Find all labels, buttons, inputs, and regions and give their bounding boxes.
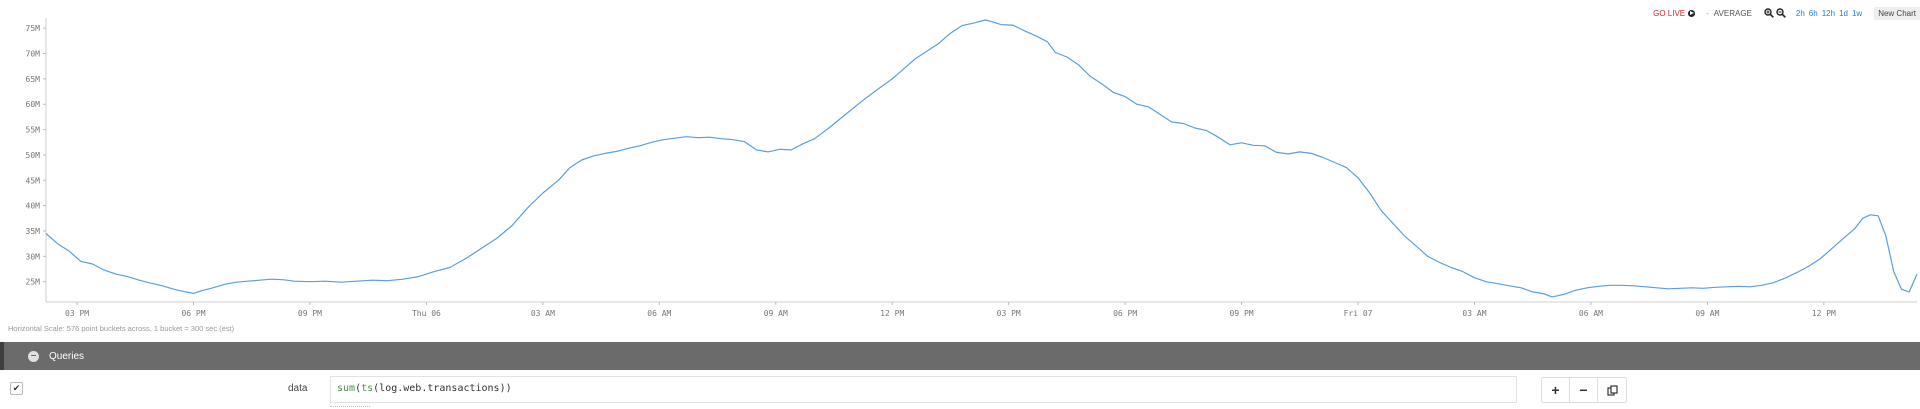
query-subline bbox=[330, 406, 370, 409]
x-tick-label: 09 AM bbox=[764, 309, 788, 318]
y-tick-label: 55M bbox=[26, 126, 41, 135]
y-tick-label: 60M bbox=[26, 100, 41, 109]
range-12h[interactable]: 12h bbox=[1821, 8, 1836, 18]
x-tick-label: 06 PM bbox=[1113, 309, 1137, 318]
query-expression-input[interactable]: sum(ts(log.web.transactions)) bbox=[330, 376, 1517, 403]
x-tick-label: 03 AM bbox=[1462, 309, 1486, 318]
queries-title: Queries bbox=[49, 350, 85, 362]
x-tick-label: 03 PM bbox=[65, 309, 89, 318]
y-tick-label: 30M bbox=[26, 252, 41, 261]
x-tick-label: 06 PM bbox=[181, 309, 205, 318]
horizontal-scale-note: Horizontal Scale: 576 point buckets acro… bbox=[8, 324, 235, 333]
go-live-label: GO LIVE bbox=[1653, 8, 1686, 18]
x-tick-label: 09 PM bbox=[1230, 309, 1254, 318]
time-range-links: 2h 6h 12h 1d 1w bbox=[1796, 9, 1862, 18]
expr-function: sum bbox=[337, 383, 356, 394]
zoom-out-icon[interactable] bbox=[1776, 8, 1786, 18]
y-tick-label: 75M bbox=[26, 24, 41, 33]
expr-ts: ts bbox=[361, 383, 374, 394]
y-tick-label: 70M bbox=[26, 50, 41, 59]
line-chart[interactable]: 25M 30M 35M 40M 45M 50M 55M 60M 65M 70M 75M 03 PM 06… bbox=[0, 0, 1920, 325]
x-tick-label: 03 AM bbox=[531, 309, 555, 318]
query-enabled-checkbox[interactable]: ✔ bbox=[10, 382, 23, 395]
x-tick-label: Fri 07 bbox=[1344, 309, 1373, 318]
y-tick-label: 40M bbox=[26, 202, 41, 211]
x-tick-label: 12 PM bbox=[1812, 309, 1836, 318]
x-tick-label: 03 PM bbox=[997, 309, 1021, 318]
copy-query-button[interactable] bbox=[1598, 378, 1626, 402]
x-tick-label: 06 AM bbox=[1579, 309, 1603, 318]
series-line[interactable] bbox=[45, 19, 1918, 298]
y-tick-label: 50M bbox=[26, 151, 41, 160]
x-tick-label: Thu 06 bbox=[412, 309, 441, 318]
chart-area[interactable]: 25M 30M 35M 40M 45M 50M 55M 60M 65M 70M 75M 03 PM 06… bbox=[0, 0, 1920, 333]
y-tick-label: 65M bbox=[26, 75, 41, 84]
y-tick-label: 45M bbox=[26, 176, 41, 185]
play-icon bbox=[1688, 9, 1696, 17]
new-chart-button[interactable]: New Chart bbox=[1874, 6, 1920, 20]
x-tick-label: 09 PM bbox=[298, 309, 322, 318]
query-actions: + − bbox=[1541, 377, 1627, 403]
x-tick-label: 12 PM bbox=[880, 309, 904, 318]
aggregation-selector[interactable]: AVERAGE bbox=[1713, 8, 1752, 18]
collapse-icon[interactable]: – bbox=[28, 350, 39, 362]
query-name: data bbox=[288, 383, 308, 394]
zoom-in-icon[interactable] bbox=[1764, 8, 1774, 18]
x-tick-label: 06 AM bbox=[647, 309, 671, 318]
range-2h[interactable]: 2h bbox=[1795, 8, 1805, 18]
expr-metric: log.web.transactions bbox=[379, 383, 500, 394]
go-live-button[interactable]: GO LIVE bbox=[1653, 8, 1696, 18]
y-tick-label: 25M bbox=[26, 278, 41, 287]
add-query-button[interactable]: + bbox=[1542, 378, 1570, 402]
y-tick-label: 35M bbox=[26, 227, 41, 236]
zoom-controls bbox=[1764, 8, 1786, 18]
range-1d[interactable]: 1d bbox=[1839, 8, 1848, 18]
range-1w[interactable]: 1w bbox=[1851, 8, 1863, 18]
range-6h[interactable]: 6h bbox=[1808, 8, 1818, 18]
queries-section-header[interactable]: – Queries bbox=[0, 342, 1920, 370]
chart-toolbar: GO LIVE - AVERAGE 2h 6h 12h 1d 1w New Ch… bbox=[1653, 6, 1920, 20]
query-row: ✔ data sum(ts(log.web.transactions)) + − bbox=[0, 374, 1920, 409]
remove-query-button[interactable]: − bbox=[1570, 378, 1598, 402]
copy-icon bbox=[1606, 384, 1618, 396]
x-tick-label: 09 AM bbox=[1695, 309, 1719, 318]
